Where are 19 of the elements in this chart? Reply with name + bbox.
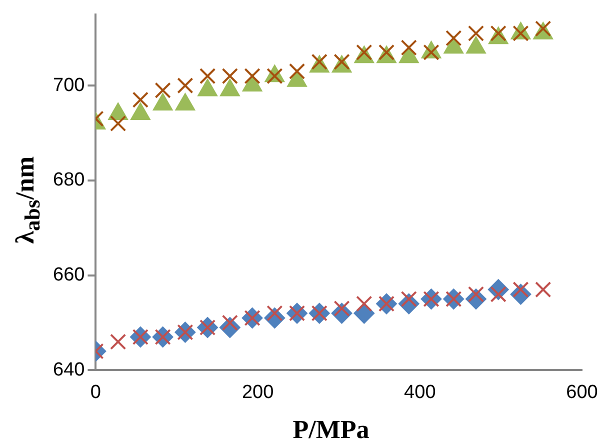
- point: [356, 296, 372, 312]
- x-tick-label: 600: [566, 382, 598, 403]
- x-tick-label: 400: [404, 382, 436, 403]
- point: [154, 82, 171, 98]
- point: [110, 115, 126, 132]
- y-tick-label: 640: [53, 359, 85, 380]
- point: [222, 68, 238, 84]
- x-axis-title: P/MPa: [292, 415, 370, 445]
- x-tick-label: 200: [242, 382, 274, 403]
- point: [199, 68, 216, 84]
- point: [110, 334, 126, 350]
- point: [132, 92, 149, 108]
- y-tick-label: 680: [53, 170, 85, 191]
- point: [468, 25, 484, 42]
- point: [177, 77, 194, 94]
- y-tick-label: 660: [53, 264, 85, 286]
- y-tick-label: 700: [53, 74, 85, 96]
- x-tick-label: 0: [90, 382, 101, 403]
- point: [535, 281, 552, 298]
